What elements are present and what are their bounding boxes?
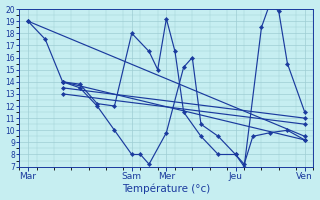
X-axis label: Température (°c): Température (°c) bbox=[122, 184, 211, 194]
